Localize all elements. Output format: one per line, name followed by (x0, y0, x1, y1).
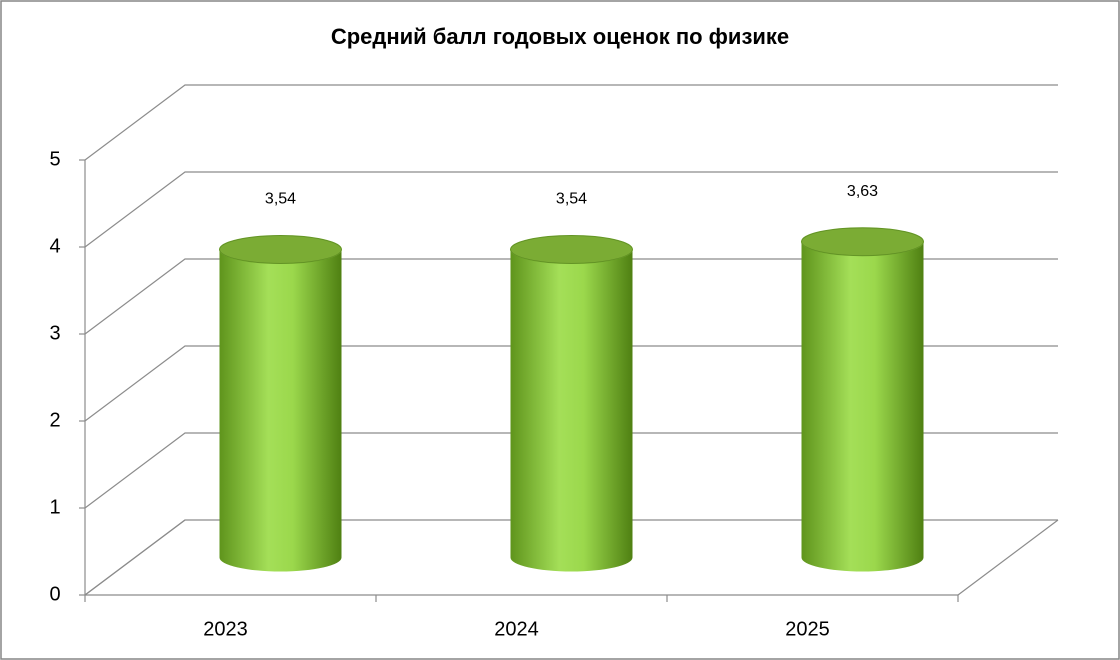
x-tick-label: 2023 (203, 618, 248, 640)
grid-line (84, 519, 1058, 596)
cylinder-top (219, 235, 342, 265)
cylinder-body (219, 249, 342, 572)
grid-line (84, 171, 1058, 248)
grid-line (84, 432, 1058, 509)
y-tick-label: 3 (49, 322, 60, 344)
x-tick-label: 2024 (494, 618, 539, 640)
y-tick-label: 2 (49, 409, 60, 431)
cylinder-body (510, 249, 633, 572)
cylinder-body (801, 241, 924, 572)
cylinder-top-shade (510, 235, 633, 264)
y-tick-label: 4 (49, 235, 60, 257)
cylinder-top (510, 235, 633, 265)
cylinder-top (801, 227, 924, 257)
grid-line (84, 345, 1058, 422)
y-tick-label: 0 (49, 583, 60, 605)
cylinder-top-shade (801, 227, 924, 256)
value-label: 3,63 (847, 183, 878, 200)
value-label: 3,54 (265, 191, 296, 208)
grid-line (84, 84, 1058, 161)
cylinder-top-shade (219, 235, 342, 264)
value-label: 3,54 (556, 191, 587, 208)
y-tick-label: 1 (49, 496, 60, 518)
y-tick-label: 5 (49, 148, 60, 170)
x-tick-label: 2025 (785, 618, 830, 640)
grid-line (84, 258, 1058, 335)
chart-title: Средний балл годовых оценок по физике (331, 24, 789, 49)
